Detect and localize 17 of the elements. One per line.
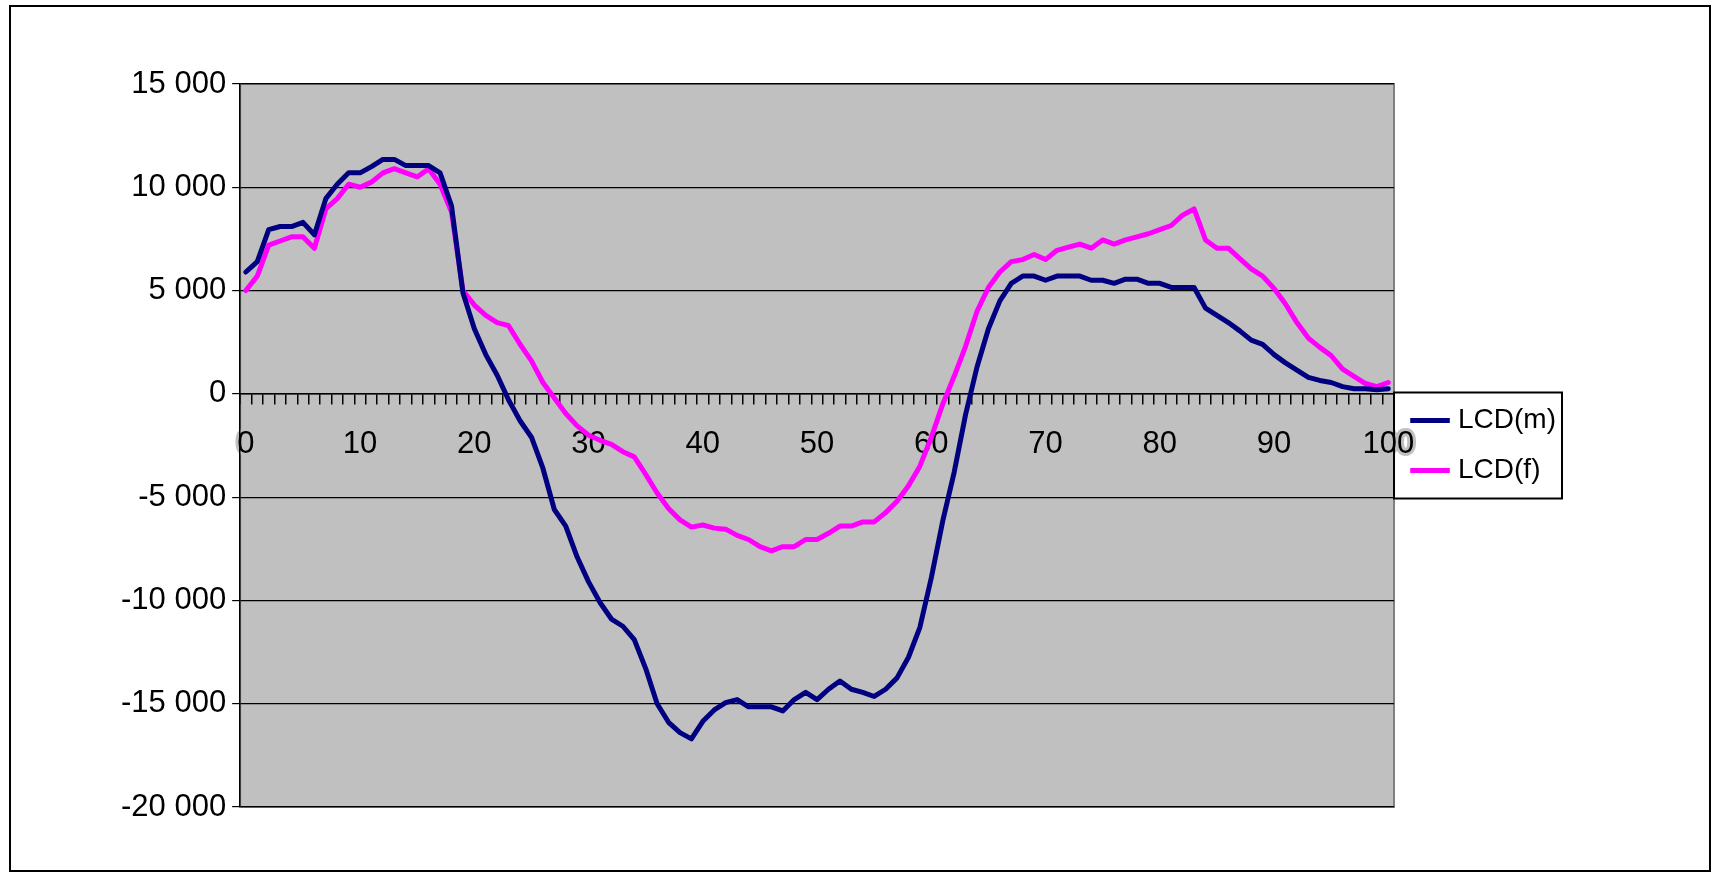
x-tick-label: 90	[1256, 425, 1292, 460]
y-tick-label: 15 000	[131, 64, 227, 100]
x-tick-label: 40	[685, 425, 721, 460]
x-tick-label: 80	[1142, 425, 1178, 460]
y-tick-label: 5 000	[148, 271, 227, 307]
y-tick-label: -5 000	[138, 477, 227, 513]
legend-label: LCD(f)	[1458, 453, 1541, 485]
y-tick-label: -15 000	[121, 684, 227, 720]
y-tick-label: 10 000	[131, 167, 227, 203]
y-tick-label: 0	[208, 374, 227, 410]
y-tick-label: -20 000	[121, 787, 227, 823]
x-tick-label: 70	[1028, 425, 1063, 460]
x-tick-label: 20	[457, 425, 492, 460]
x-tick-label: 50	[799, 425, 835, 460]
y-tick-label: -10 000	[121, 580, 227, 616]
legend-label: LCD(m)	[1458, 403, 1557, 435]
x-tick-label: 10	[342, 425, 378, 460]
